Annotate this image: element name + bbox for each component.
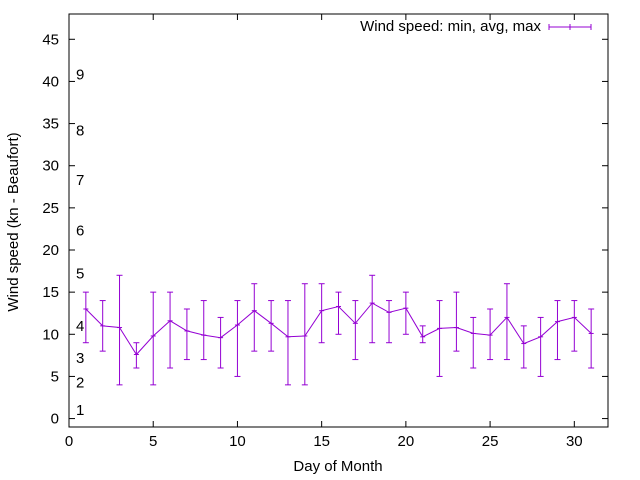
y-tick-label: 30 xyxy=(42,158,59,175)
beaufort-label: 9 xyxy=(76,67,84,84)
x-tick-label: 0 xyxy=(65,433,73,450)
x-tick-label: 30 xyxy=(566,433,583,450)
y-tick-label: 5 xyxy=(51,368,59,385)
legend-sample xyxy=(548,24,592,30)
beaufort-label: 5 xyxy=(76,266,84,283)
beaufort-label: 7 xyxy=(76,172,84,189)
y-tick-label: 20 xyxy=(42,242,59,259)
y-tick-label: 25 xyxy=(42,200,59,217)
beaufort-label: 2 xyxy=(76,374,84,391)
legend-label: Wind speed: min, avg, max xyxy=(360,18,541,35)
y-tick-label: 0 xyxy=(51,411,59,428)
y-axis-title: Wind speed (kn - Beaufort) xyxy=(5,132,22,311)
beaufort-label: 8 xyxy=(76,122,84,139)
plot-frame xyxy=(68,13,609,428)
x-tick-label: 5 xyxy=(149,433,157,450)
y-tick-label: 10 xyxy=(42,326,59,343)
y-tick-label: 40 xyxy=(42,73,59,90)
x-tick-label: 20 xyxy=(398,433,415,450)
y-tick-label: 15 xyxy=(42,284,59,301)
y-tick-label: 35 xyxy=(42,116,59,133)
beaufort-label: 6 xyxy=(76,223,84,240)
y-tick-label: 45 xyxy=(42,31,59,48)
beaufort-label: 1 xyxy=(76,402,84,419)
legend: Wind speed: min, avg, max xyxy=(360,18,592,35)
beaufort-label: 4 xyxy=(76,318,84,335)
x-tick-label: 15 xyxy=(313,433,330,450)
x-tick-label: 25 xyxy=(482,433,499,450)
x-tick-label: 10 xyxy=(229,433,246,450)
x-axis-title: Day of Month xyxy=(293,458,382,475)
beaufort-label: 3 xyxy=(76,350,84,367)
